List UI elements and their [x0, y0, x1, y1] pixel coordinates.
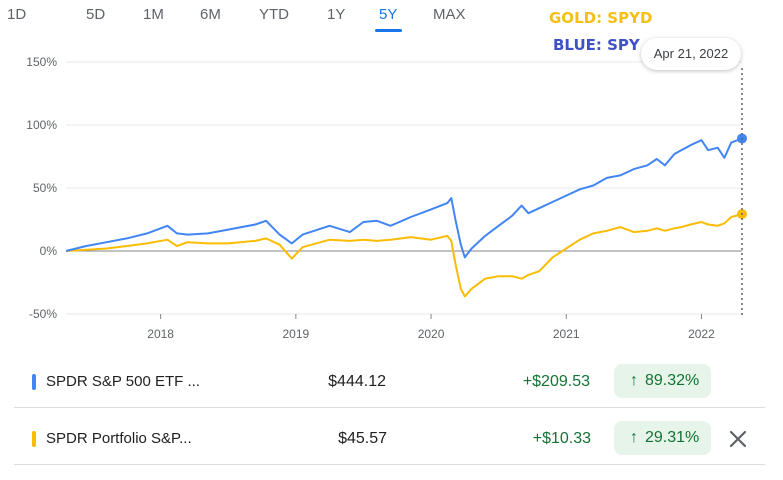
range-tab-5d[interactable]: 5D	[86, 6, 106, 23]
remove-comparison-close-icon[interactable]	[726, 427, 750, 451]
chart-series	[65, 133, 747, 298]
x-tick-label: 2022	[688, 327, 715, 341]
x-tick-label: 2020	[418, 327, 445, 341]
comparison-chart[interactable]: 150% 100% 50% 0% -50% 2018 2019 2020 2021 2022	[0, 40, 783, 350]
annotation-blue-spy: BLUE: SPY	[553, 36, 640, 54]
y-tick-label: 0%	[40, 244, 58, 258]
date-tooltip: Apr 21, 2022	[641, 38, 741, 70]
x-tick-label: 2018	[147, 327, 174, 341]
active-tab-indicator	[375, 29, 402, 32]
holding-price: $45.57	[338, 430, 387, 447]
percent-change: 29.31%	[645, 429, 700, 446]
holding-name[interactable]: SPDR S&P 500 ETF ...	[46, 373, 200, 390]
x-tick-label: 2021	[553, 327, 580, 341]
series-swatch-spy	[32, 374, 36, 390]
annotation-gold-spyd: GOLD: SPYD	[549, 9, 653, 27]
range-tab-1m[interactable]: 1M	[143, 6, 164, 23]
range-tab-max[interactable]: MAX	[433, 6, 466, 23]
range-tab-1y[interactable]: 1Y	[327, 6, 346, 23]
percent-change-badge: ↑ 89.32%	[614, 364, 711, 398]
y-tick-label: -50%	[29, 307, 57, 321]
y-tick-label: 100%	[26, 118, 57, 132]
range-tab-1d[interactable]: 1D	[7, 6, 27, 23]
y-tick-label: 50%	[33, 181, 57, 195]
range-tab-ytd[interactable]: YTD	[259, 6, 289, 23]
range-tab-6m[interactable]: 6M	[200, 6, 221, 23]
holding-change: +$10.33	[532, 430, 591, 447]
series-line-spy	[65, 137, 743, 259]
holding-name[interactable]: SPDR Portfolio S&P...	[46, 430, 192, 447]
arrow-up-icon: ↑	[630, 372, 638, 389]
holding-price: $444.12	[328, 373, 386, 390]
series-swatch-spyd	[32, 431, 36, 447]
range-tab-5y[interactable]: 5Y	[379, 6, 398, 23]
percent-change-badge: ↑ 29.31%	[614, 421, 711, 455]
chart-grid	[66, 61, 742, 319]
y-axis-ticks: 150% 100% 50% 0% -50%	[26, 55, 57, 321]
arrow-up-icon: ↑	[630, 429, 638, 446]
holding-change: +$209.53	[522, 373, 590, 390]
percent-change: 89.32%	[645, 372, 700, 389]
y-tick-label: 150%	[26, 55, 57, 69]
comparison-row-spy[interactable]: SPDR S&P 500 ETF ... $444.12 +$209.53 ↑ 8…	[14, 356, 765, 408]
series-line-spyd	[65, 213, 743, 298]
comparison-row-spyd[interactable]: SPDR Portfolio S&P... $45.57 +$10.33 ↑ 29…	[14, 413, 765, 465]
x-tick-label: 2019	[282, 327, 309, 341]
x-axis-ticks: 2018 2019 2020 2021 2022	[147, 327, 715, 341]
